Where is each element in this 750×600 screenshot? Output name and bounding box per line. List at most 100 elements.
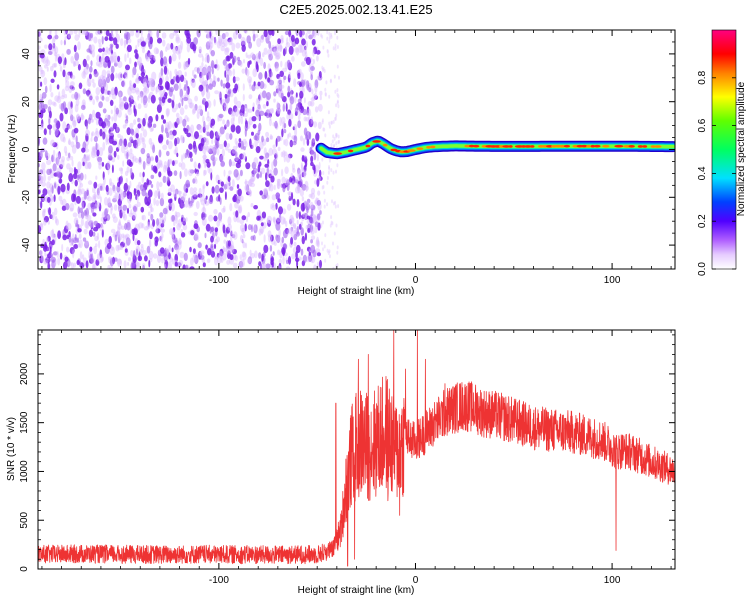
- noise-dot: [167, 98, 172, 103]
- noise-dot: [144, 196, 148, 205]
- noise-dot: [262, 104, 267, 109]
- noise-dot: [278, 258, 282, 265]
- noise-dot: [273, 91, 277, 97]
- noise-dot: [258, 122, 262, 132]
- noise-dot: [147, 80, 151, 85]
- noise-dot: [113, 204, 118, 211]
- noise-dot: [276, 43, 279, 53]
- noise-dot: [244, 179, 247, 186]
- noise-dot: [184, 168, 188, 177]
- ridge-core-dot: [637, 145, 644, 148]
- noise-dot: [140, 147, 146, 155]
- noise-dot: [192, 191, 198, 197]
- noise-dot: [107, 154, 113, 161]
- noise-dot: [71, 159, 74, 167]
- noise-dot: [189, 151, 193, 158]
- noise-dot: [70, 81, 75, 87]
- noise-dot: [81, 254, 85, 260]
- ridge-core-dot: [416, 147, 424, 150]
- noise-dot: [230, 244, 235, 254]
- noise-dot: [47, 220, 50, 225]
- noise-dot: [269, 183, 274, 192]
- noise-dot: [46, 66, 49, 72]
- noise-dot: [245, 215, 249, 223]
- noise-dot: [48, 207, 52, 216]
- y-tick-label: 40: [21, 48, 32, 60]
- noise-dot: [74, 168, 78, 175]
- noise-dot: [92, 146, 96, 152]
- noise-dot: [139, 132, 143, 140]
- noise-dot: [123, 39, 126, 49]
- noise-dot: [275, 55, 280, 60]
- noise-dot: [216, 252, 220, 258]
- noise-dot: [42, 196, 48, 202]
- noise-dot: [122, 124, 127, 129]
- noise-dot: [175, 214, 178, 224]
- noise-dot: [91, 132, 93, 139]
- colorbar-tick-label: 0.2: [697, 214, 708, 228]
- noise-dot: [290, 192, 294, 201]
- noise-dot: [140, 206, 145, 213]
- noise-dot: [141, 136, 146, 145]
- noise-dot: [129, 122, 134, 129]
- noise-dot: [268, 70, 273, 78]
- noise-dot: [124, 120, 128, 127]
- noise-dot: [177, 61, 182, 69]
- noise-dot: [214, 238, 219, 245]
- noise-dot: [104, 121, 110, 129]
- noise-dot: [239, 112, 244, 118]
- noise-dot: [296, 219, 299, 225]
- noise-dot: [282, 247, 286, 257]
- noise-dot: [109, 99, 114, 106]
- noise-dot: [322, 45, 325, 50]
- noise-dot: [149, 78, 154, 83]
- noise-dot: [192, 107, 197, 114]
- noise-dot: [281, 176, 286, 184]
- noise-dot: [272, 144, 277, 149]
- noise-dot: [95, 259, 100, 266]
- noise-dot: [166, 150, 170, 157]
- noise-dot: [217, 212, 222, 219]
- noise-dot: [87, 77, 90, 83]
- noise-dot: [249, 138, 252, 148]
- noise-dot: [210, 35, 215, 41]
- noise-dot: [183, 61, 187, 71]
- noise-dot: [135, 77, 140, 83]
- noise-dot: [118, 233, 123, 241]
- noise-dot: [115, 43, 119, 49]
- noise-dot: [142, 143, 147, 149]
- noise-dot: [220, 257, 224, 263]
- noise-dot: [276, 73, 281, 79]
- noise-dot: [256, 98, 261, 104]
- noise-dot: [130, 172, 135, 180]
- noise-dot: [259, 190, 264, 196]
- noise-dot: [66, 234, 70, 240]
- noise-dot: [51, 228, 55, 237]
- noise-dot: [62, 121, 67, 131]
- noise-dot: [245, 52, 248, 58]
- noise-dot: [73, 60, 79, 66]
- noise-dot: [54, 34, 59, 40]
- noise-dot: [293, 222, 297, 229]
- noise-dot: [102, 47, 105, 53]
- noise-dot: [54, 30, 58, 36]
- noise-dot: [187, 57, 191, 65]
- noise-dot: [75, 219, 79, 227]
- noise-dot: [227, 90, 231, 98]
- noise-dot: [108, 47, 113, 52]
- noise-dot: [105, 83, 108, 91]
- noise-dot: [99, 196, 102, 203]
- noise-dot: [308, 34, 313, 40]
- noise-dot: [244, 180, 250, 185]
- noise-dot: [150, 79, 156, 88]
- noise-dot: [161, 124, 164, 133]
- noise-dot: [148, 250, 154, 260]
- noise-dot: [182, 136, 185, 143]
- noise-dot: [331, 185, 334, 190]
- noise-dot: [182, 192, 187, 197]
- noise-dot: [53, 62, 58, 68]
- noise-dot: [211, 67, 214, 75]
- noise-dot: [69, 30, 74, 36]
- noise-dot: [236, 199, 241, 204]
- noise-dot: [312, 58, 315, 65]
